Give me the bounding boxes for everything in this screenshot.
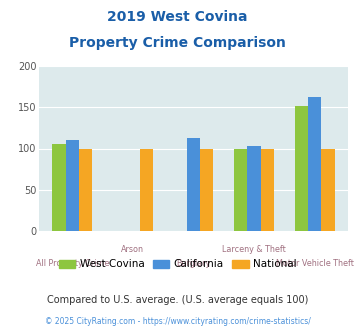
Bar bbox=[53, 144, 66, 231]
Text: 2019 West Covina: 2019 West Covina bbox=[107, 10, 248, 24]
Text: Compared to U.S. average. (U.S. average equals 100): Compared to U.S. average. (U.S. average … bbox=[47, 295, 308, 305]
Bar bbox=[79, 148, 92, 231]
Text: Burglary: Burglary bbox=[176, 259, 211, 268]
Bar bbox=[66, 140, 79, 231]
Bar bbox=[308, 96, 321, 231]
Bar bbox=[247, 146, 261, 231]
Legend: West Covina, California, National: West Covina, California, National bbox=[55, 255, 300, 274]
Bar bbox=[200, 148, 213, 231]
Bar bbox=[261, 148, 274, 231]
Text: Arson: Arson bbox=[121, 245, 144, 254]
Bar bbox=[140, 148, 153, 231]
Text: Motor Vehicle Theft: Motor Vehicle Theft bbox=[275, 259, 354, 268]
Bar bbox=[321, 148, 334, 231]
Text: © 2025 CityRating.com - https://www.cityrating.com/crime-statistics/: © 2025 CityRating.com - https://www.city… bbox=[45, 317, 310, 326]
Bar bbox=[234, 148, 247, 231]
Bar bbox=[295, 106, 308, 231]
Text: Property Crime Comparison: Property Crime Comparison bbox=[69, 36, 286, 50]
Bar bbox=[187, 138, 200, 231]
Text: Larceny & Theft: Larceny & Theft bbox=[222, 245, 286, 254]
Text: All Property Crime: All Property Crime bbox=[36, 259, 109, 268]
